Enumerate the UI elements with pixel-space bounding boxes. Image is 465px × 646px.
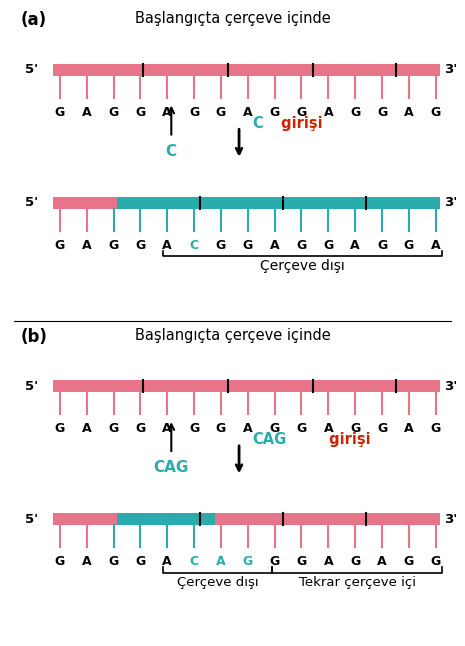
Text: A: A — [243, 422, 252, 435]
Text: A: A — [431, 239, 440, 252]
Text: 5': 5' — [25, 513, 38, 526]
Text: G: G — [350, 422, 360, 435]
Text: C: C — [166, 144, 177, 159]
Text: A: A — [351, 239, 360, 252]
Text: 5': 5' — [25, 380, 38, 393]
Text: G: G — [296, 106, 306, 119]
Text: A: A — [377, 556, 387, 568]
Bar — [53, 513, 117, 525]
Text: G: G — [108, 106, 119, 119]
Text: CAG: CAG — [153, 461, 189, 475]
Text: (a): (a) — [20, 11, 46, 29]
Text: G: G — [431, 422, 441, 435]
Text: Çerçeve dışı: Çerçeve dışı — [260, 260, 345, 273]
Text: G: G — [216, 239, 226, 252]
Text: A: A — [82, 422, 92, 435]
Text: G: G — [55, 106, 65, 119]
Text: Çerçeve dışı: Çerçeve dışı — [177, 576, 259, 589]
Text: G: G — [135, 239, 146, 252]
Text: C: C — [190, 556, 199, 568]
Text: G: G — [404, 556, 414, 568]
Text: G: G — [216, 106, 226, 119]
Text: G: G — [135, 106, 146, 119]
Text: A: A — [162, 422, 172, 435]
Text: C: C — [190, 239, 199, 252]
Text: G: G — [108, 556, 119, 568]
Text: G: G — [350, 106, 360, 119]
Text: G: G — [296, 556, 306, 568]
Text: CAG: CAG — [252, 432, 286, 447]
Text: A: A — [324, 106, 333, 119]
Text: A: A — [162, 239, 172, 252]
Text: G: G — [189, 106, 199, 119]
Text: G: G — [377, 106, 387, 119]
Text: A: A — [270, 239, 279, 252]
Text: Tekrar çerçeve içi: Tekrar çerçeve içi — [299, 576, 416, 589]
Text: G: G — [404, 239, 414, 252]
Text: A: A — [243, 106, 252, 119]
Text: girişi: girişi — [324, 432, 371, 447]
Bar — [117, 196, 440, 209]
Text: G: G — [296, 422, 306, 435]
Bar — [53, 64, 440, 76]
Text: A: A — [216, 556, 226, 568]
Text: Başlangıçta çerçeve içinde: Başlangıçta çerçeve içinde — [135, 328, 330, 343]
Text: C: C — [252, 116, 263, 130]
Text: 5': 5' — [25, 196, 38, 209]
Text: G: G — [108, 239, 119, 252]
Text: G: G — [55, 422, 65, 435]
Text: A: A — [162, 556, 172, 568]
Bar — [53, 380, 440, 392]
Text: G: G — [270, 422, 280, 435]
Text: A: A — [324, 556, 333, 568]
Text: G: G — [377, 422, 387, 435]
Text: A: A — [82, 239, 92, 252]
Text: A: A — [82, 106, 92, 119]
Text: G: G — [270, 106, 280, 119]
Text: G: G — [216, 422, 226, 435]
Text: G: G — [431, 556, 441, 568]
Text: G: G — [135, 556, 146, 568]
Text: A: A — [404, 422, 414, 435]
Text: G: G — [431, 106, 441, 119]
Text: G: G — [135, 422, 146, 435]
Text: 3': 3' — [445, 380, 458, 393]
Text: 3': 3' — [445, 63, 458, 76]
Text: G: G — [55, 556, 65, 568]
Text: G: G — [350, 556, 360, 568]
Text: 3': 3' — [445, 196, 458, 209]
Text: A: A — [404, 106, 414, 119]
Text: G: G — [270, 556, 280, 568]
Text: G: G — [323, 239, 333, 252]
Text: 3': 3' — [445, 513, 458, 526]
Text: girişi: girişi — [276, 116, 323, 130]
Text: G: G — [296, 239, 306, 252]
Bar — [215, 513, 440, 525]
Text: G: G — [243, 556, 253, 568]
Text: A: A — [162, 106, 172, 119]
Text: 5': 5' — [25, 63, 38, 76]
Text: G: G — [377, 239, 387, 252]
Text: G: G — [108, 422, 119, 435]
Text: Başlangıçta çerçeve içinde: Başlangıçta çerçeve içinde — [135, 11, 330, 26]
Text: G: G — [55, 239, 65, 252]
Text: G: G — [189, 422, 199, 435]
Bar — [117, 513, 215, 525]
Text: (b): (b) — [20, 328, 47, 346]
Text: A: A — [82, 556, 92, 568]
Text: G: G — [243, 239, 253, 252]
Bar — [53, 196, 117, 209]
Text: A: A — [324, 422, 333, 435]
